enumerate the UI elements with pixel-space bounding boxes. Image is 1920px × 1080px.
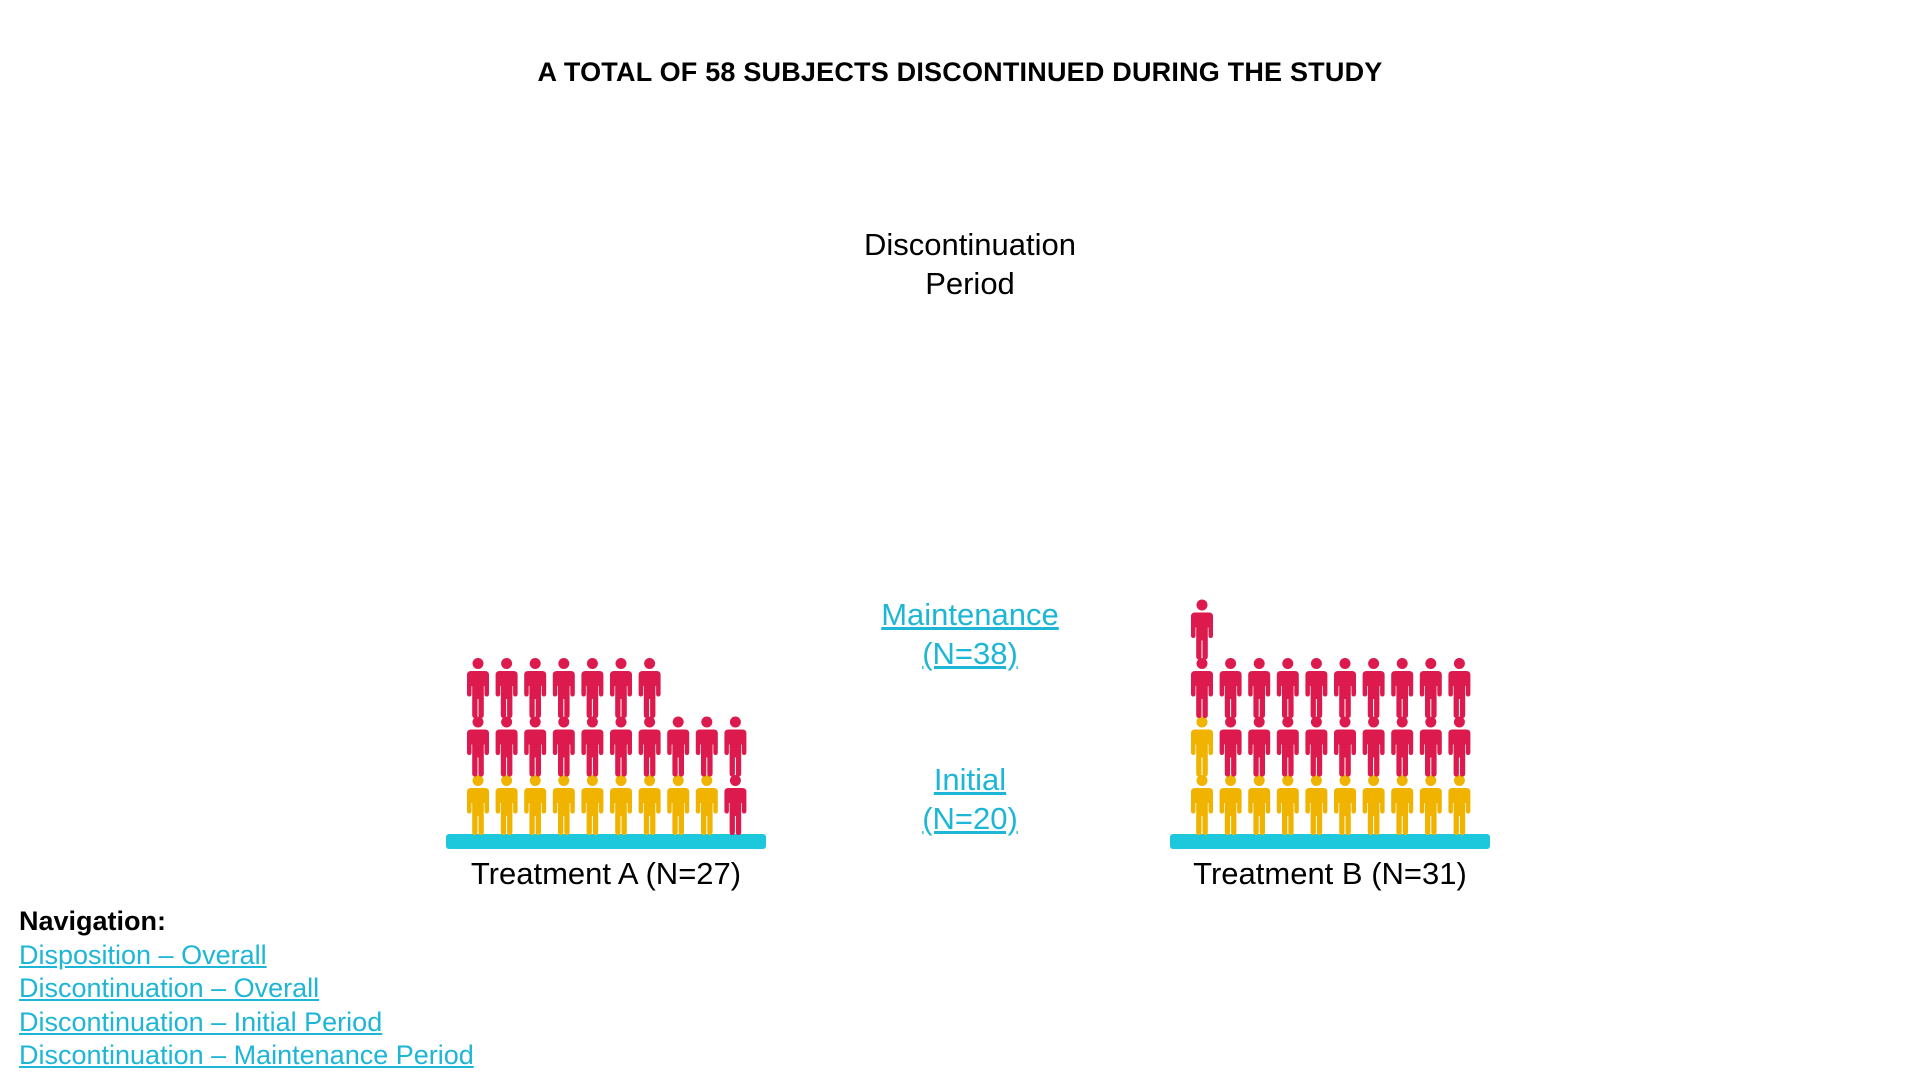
- person-icon-maintenance: [1191, 658, 1213, 718]
- person-icon-maintenance: [1334, 658, 1356, 718]
- maintenance-link-name: Maintenance: [881, 597, 1059, 632]
- person-icon-maintenance: [724, 775, 747, 835]
- initial-link-count: (N=20): [922, 801, 1018, 836]
- nav-link-discontinuation-overall[interactable]: Discontinuation – Overall: [19, 973, 320, 1003]
- person-icon-initial: [667, 775, 690, 835]
- person-icon-maintenance: [1191, 599, 1213, 660]
- person-icon-initial: [552, 775, 575, 835]
- page-title: A TOTAL OF 58 SUBJECTS DISCONTINUED DURI…: [537, 57, 1383, 87]
- person-icon-maintenance: [1219, 658, 1242, 718]
- person-icon-initial: [1448, 775, 1471, 835]
- person-icon-maintenance: [524, 658, 547, 718]
- person-icon-maintenance: [1219, 716, 1242, 777]
- person-icon-maintenance: [610, 658, 632, 718]
- person-icon-initial: [524, 775, 547, 835]
- person-icon-maintenance: [495, 658, 518, 718]
- person-icon-maintenance: [1276, 716, 1299, 777]
- treatment-label: Treatment A (N=27): [471, 856, 741, 891]
- person-icon-maintenance: [610, 716, 632, 777]
- period-heading-line-1: Discontinuation: [864, 227, 1076, 262]
- person-icon-maintenance: [581, 658, 604, 718]
- treatment-label: Treatment B (N=31): [1193, 856, 1467, 891]
- person-icon-maintenance: [1276, 658, 1299, 718]
- maintenance-link[interactable]: Maintenance (N=38): [810, 595, 1130, 673]
- person-icon-maintenance: [1448, 716, 1471, 777]
- person-icon-maintenance: [1305, 658, 1328, 718]
- person-icon-maintenance: [667, 716, 690, 777]
- period-heading: Discontinuation Period: [760, 225, 1180, 303]
- person-icon-maintenance: [638, 658, 661, 718]
- person-icon-maintenance: [695, 716, 718, 777]
- person-icon-maintenance: [581, 716, 604, 777]
- navigation: Navigation: Disposition – Overall Discon…: [19, 905, 474, 1073]
- person-icon-maintenance: [467, 658, 489, 718]
- person-icon-initial: [1219, 775, 1242, 835]
- person-icon-maintenance: [1419, 716, 1442, 777]
- period-heading-line-2: Period: [925, 266, 1015, 301]
- nav-link-discontinuation-initial[interactable]: Discontinuation – Initial Period: [19, 1006, 383, 1037]
- person-icon-maintenance: [552, 658, 575, 718]
- nav-link-discontinuation-maintenance[interactable]: Discontinuation – Maintenance Period: [19, 1040, 474, 1070]
- person-icon-initial: [1334, 775, 1356, 835]
- person-icon-initial: [1248, 775, 1271, 835]
- person-icon-maintenance: [1305, 716, 1328, 777]
- baseline-bar: [446, 834, 766, 849]
- person-icon-initial: [1305, 775, 1328, 835]
- navigation-heading: Navigation:: [19, 906, 167, 936]
- person-icon-initial: [1362, 775, 1385, 835]
- person-icon-maintenance: [1448, 658, 1471, 718]
- person-icon-initial: [1391, 775, 1414, 835]
- person-icon-initial: [467, 775, 489, 835]
- person-icon-maintenance: [1362, 716, 1385, 777]
- person-icon-maintenance: [1391, 658, 1414, 718]
- person-icon-maintenance: [1391, 716, 1414, 777]
- person-icon-maintenance: [1248, 658, 1271, 718]
- treatment-group-2: Treatment B (N=31): [1170, 599, 1490, 891]
- person-icon-initial: [695, 775, 718, 835]
- person-icon-initial: [1276, 775, 1299, 835]
- person-icon-maintenance: [467, 716, 489, 777]
- maintenance-link-count: (N=38): [922, 636, 1018, 671]
- person-icon-initial: [638, 775, 661, 835]
- person-icon-maintenance: [495, 716, 518, 777]
- initial-link-name: Initial: [933, 762, 1007, 797]
- person-icon-maintenance: [1362, 658, 1385, 718]
- person-icon-initial: [1419, 775, 1442, 835]
- person-icon-maintenance: [552, 716, 575, 777]
- person-icon-initial: [495, 775, 518, 835]
- person-icon-maintenance: [1248, 716, 1271, 777]
- person-icon-initial: [581, 775, 604, 835]
- person-icon-maintenance: [524, 716, 547, 777]
- person-icon-maintenance: [1419, 658, 1442, 718]
- person-icon-maintenance: [1334, 716, 1356, 777]
- person-icon-initial: [610, 775, 632, 835]
- person-icon-initial: [1191, 775, 1213, 835]
- initial-link[interactable]: Initial (N=20): [810, 760, 1130, 838]
- treatment-group-1: Treatment A (N=27): [446, 658, 766, 891]
- person-icon-maintenance: [638, 716, 661, 777]
- nav-link-disposition-overall[interactable]: Disposition – Overall: [19, 939, 267, 970]
- baseline-bar: [1170, 834, 1490, 849]
- person-icon-maintenance: [724, 716, 747, 777]
- person-icon-initial: [1191, 716, 1213, 777]
